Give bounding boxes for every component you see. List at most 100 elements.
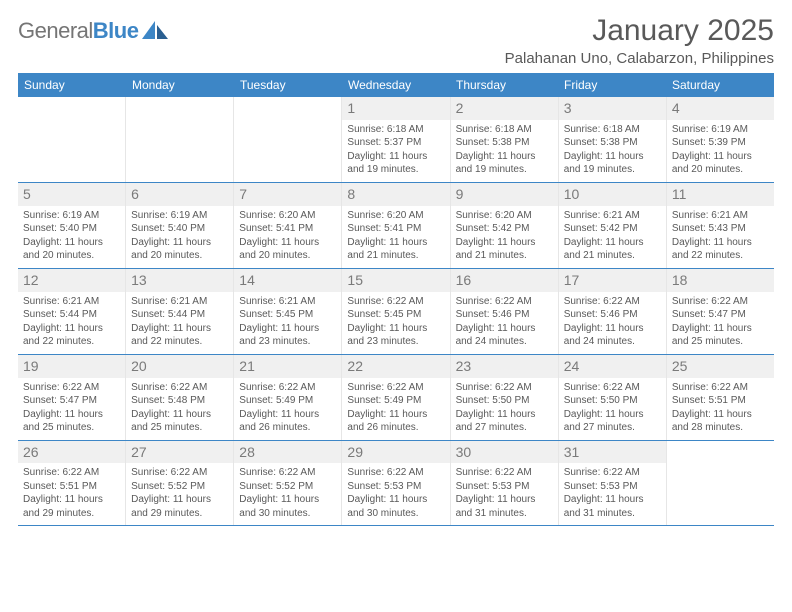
day-cell (667, 441, 774, 526)
daylight-line: Daylight: 11 hours and 21 minutes. (564, 236, 661, 263)
day-cell: 30Sunrise: 6:22 AMSunset: 5:53 PMDayligh… (451, 441, 559, 526)
day-header: Thursday (450, 73, 558, 97)
sunset-line: Sunset: 5:41 PM (347, 222, 444, 236)
daylight-line: Daylight: 11 hours and 23 minutes. (239, 322, 336, 349)
daylight-line: Daylight: 11 hours and 30 minutes. (347, 493, 444, 520)
title-block: January 2025 Palahanan Uno, Calabarzon, … (505, 14, 774, 67)
day-cell: 5Sunrise: 6:19 AMSunset: 5:40 PMDaylight… (18, 183, 126, 268)
day-number: 3 (559, 97, 666, 120)
day-number: 27 (126, 441, 233, 464)
day-cell: 25Sunrise: 6:22 AMSunset: 5:51 PMDayligh… (667, 355, 774, 440)
sunrise-line: Sunrise: 6:22 AM (456, 295, 553, 309)
sunrise-line: Sunrise: 6:22 AM (347, 295, 444, 309)
day-number: 17 (559, 269, 666, 292)
daylight-line: Daylight: 11 hours and 28 minutes. (672, 408, 769, 435)
sunset-line: Sunset: 5:52 PM (239, 480, 336, 494)
sunset-line: Sunset: 5:49 PM (347, 394, 444, 408)
day-cell (126, 97, 234, 182)
sunrise-line: Sunrise: 6:19 AM (672, 123, 769, 137)
daylight-line: Daylight: 11 hours and 20 minutes. (23, 236, 120, 263)
day-cell: 4Sunrise: 6:19 AMSunset: 5:39 PMDaylight… (667, 97, 774, 182)
day-cell: 26Sunrise: 6:22 AMSunset: 5:51 PMDayligh… (18, 441, 126, 526)
day-cell: 17Sunrise: 6:22 AMSunset: 5:46 PMDayligh… (559, 269, 667, 354)
daylight-line: Daylight: 11 hours and 20 minutes. (239, 236, 336, 263)
daylight-line: Daylight: 11 hours and 31 minutes. (456, 493, 553, 520)
daylight-line: Daylight: 11 hours and 21 minutes. (347, 236, 444, 263)
sunrise-line: Sunrise: 6:22 AM (564, 295, 661, 309)
sunrise-line: Sunrise: 6:20 AM (239, 209, 336, 223)
logo-sail-icon (142, 21, 170, 41)
sunrise-line: Sunrise: 6:22 AM (23, 381, 120, 395)
day-number: 11 (667, 183, 774, 206)
sunset-line: Sunset: 5:47 PM (23, 394, 120, 408)
day-cell: 23Sunrise: 6:22 AMSunset: 5:50 PMDayligh… (451, 355, 559, 440)
day-number: 20 (126, 355, 233, 378)
location: Palahanan Uno, Calabarzon, Philippines (505, 50, 774, 67)
day-cell: 10Sunrise: 6:21 AMSunset: 5:42 PMDayligh… (559, 183, 667, 268)
sunset-line: Sunset: 5:40 PM (23, 222, 120, 236)
day-number: 30 (451, 441, 558, 464)
day-header: Tuesday (234, 73, 342, 97)
daylight-line: Daylight: 11 hours and 29 minutes. (131, 493, 228, 520)
daylight-line: Daylight: 11 hours and 31 minutes. (564, 493, 661, 520)
day-cell: 13Sunrise: 6:21 AMSunset: 5:44 PMDayligh… (126, 269, 234, 354)
sunrise-line: Sunrise: 6:22 AM (23, 466, 120, 480)
day-number: 4 (667, 97, 774, 120)
day-cell: 18Sunrise: 6:22 AMSunset: 5:47 PMDayligh… (667, 269, 774, 354)
day-cell (234, 97, 342, 182)
sunset-line: Sunset: 5:43 PM (672, 222, 769, 236)
day-header: Monday (126, 73, 234, 97)
sunset-line: Sunset: 5:53 PM (564, 480, 661, 494)
day-number: 28 (234, 441, 341, 464)
sunset-line: Sunset: 5:40 PM (131, 222, 228, 236)
day-cell (18, 97, 126, 182)
sunrise-line: Sunrise: 6:22 AM (239, 466, 336, 480)
month-title: January 2025 (505, 14, 774, 48)
logo-text: GeneralBlue (18, 18, 138, 44)
sunrise-line: Sunrise: 6:22 AM (347, 381, 444, 395)
day-header: Friday (558, 73, 666, 97)
day-number: 9 (451, 183, 558, 206)
day-header: Saturday (666, 73, 774, 97)
day-cell: 8Sunrise: 6:20 AMSunset: 5:41 PMDaylight… (342, 183, 450, 268)
sunset-line: Sunset: 5:37 PM (347, 136, 444, 150)
day-cell: 2Sunrise: 6:18 AMSunset: 5:38 PMDaylight… (451, 97, 559, 182)
day-number: 25 (667, 355, 774, 378)
sunrise-line: Sunrise: 6:21 AM (672, 209, 769, 223)
week-row: 1Sunrise: 6:18 AMSunset: 5:37 PMDaylight… (18, 97, 774, 183)
sunrise-line: Sunrise: 6:21 AM (239, 295, 336, 309)
sunset-line: Sunset: 5:41 PM (239, 222, 336, 236)
day-cell: 6Sunrise: 6:19 AMSunset: 5:40 PMDaylight… (126, 183, 234, 268)
day-cell: 1Sunrise: 6:18 AMSunset: 5:37 PMDaylight… (342, 97, 450, 182)
sunset-line: Sunset: 5:44 PM (23, 308, 120, 322)
sunrise-line: Sunrise: 6:18 AM (564, 123, 661, 137)
day-number: 23 (451, 355, 558, 378)
daylight-line: Daylight: 11 hours and 25 minutes. (672, 322, 769, 349)
daylight-line: Daylight: 11 hours and 20 minutes. (672, 150, 769, 177)
day-number: 1 (342, 97, 449, 120)
sunrise-line: Sunrise: 6:21 AM (564, 209, 661, 223)
day-number: 29 (342, 441, 449, 464)
daylight-line: Daylight: 11 hours and 22 minutes. (672, 236, 769, 263)
day-number: 8 (342, 183, 449, 206)
sunset-line: Sunset: 5:44 PM (131, 308, 228, 322)
sunrise-line: Sunrise: 6:21 AM (131, 295, 228, 309)
daylight-line: Daylight: 11 hours and 27 minutes. (456, 408, 553, 435)
sunset-line: Sunset: 5:38 PM (564, 136, 661, 150)
day-number: 19 (18, 355, 125, 378)
day-cell: 7Sunrise: 6:20 AMSunset: 5:41 PMDaylight… (234, 183, 342, 268)
day-number: 18 (667, 269, 774, 292)
day-cell: 16Sunrise: 6:22 AMSunset: 5:46 PMDayligh… (451, 269, 559, 354)
sunset-line: Sunset: 5:48 PM (131, 394, 228, 408)
day-number: 22 (342, 355, 449, 378)
sunrise-line: Sunrise: 6:18 AM (347, 123, 444, 137)
sunset-line: Sunset: 5:46 PM (564, 308, 661, 322)
day-number: 13 (126, 269, 233, 292)
sunrise-line: Sunrise: 6:22 AM (131, 381, 228, 395)
sunset-line: Sunset: 5:49 PM (239, 394, 336, 408)
day-cell: 29Sunrise: 6:22 AMSunset: 5:53 PMDayligh… (342, 441, 450, 526)
day-cell: 27Sunrise: 6:22 AMSunset: 5:52 PMDayligh… (126, 441, 234, 526)
week-row: 19Sunrise: 6:22 AMSunset: 5:47 PMDayligh… (18, 355, 774, 441)
week-row: 26Sunrise: 6:22 AMSunset: 5:51 PMDayligh… (18, 441, 774, 527)
daylight-line: Daylight: 11 hours and 25 minutes. (131, 408, 228, 435)
